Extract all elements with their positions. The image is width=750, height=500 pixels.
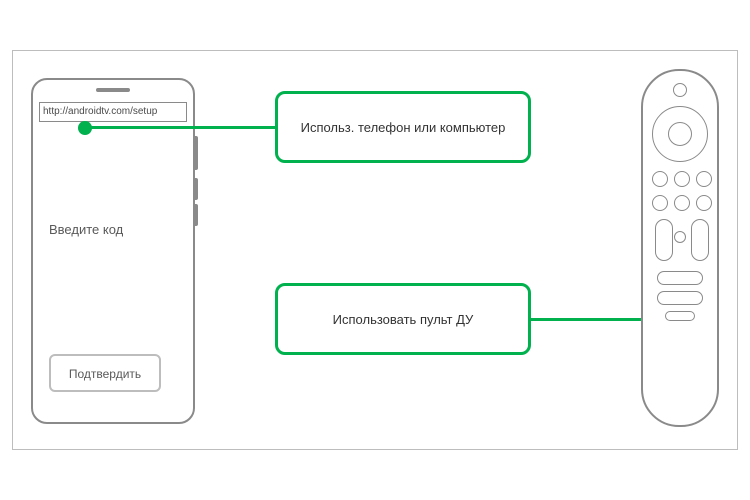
callout-label: Использовать пульт ДУ — [333, 312, 474, 327]
confirm-button[interactable]: Подтвердить — [49, 354, 161, 392]
remote-shortcut-button[interactable] — [657, 271, 703, 285]
remote-button[interactable] — [652, 195, 668, 211]
remote-button[interactable] — [674, 231, 686, 243]
remote-dpad-ok[interactable] — [668, 122, 692, 146]
callout-label: Использ. телефон или компьютер — [301, 120, 506, 135]
phone-volume-up — [193, 178, 198, 200]
url-bar[interactable]: http://androidtv.com/setup — [39, 102, 187, 122]
enter-code-prompt: Введите код — [49, 222, 123, 237]
diagram-frame: http://androidtv.com/setup Введите код П… — [12, 50, 738, 450]
remote-shortcut-button[interactable] — [657, 291, 703, 305]
connector-phone-dot — [78, 121, 92, 135]
remote-button[interactable] — [652, 171, 668, 187]
remote-button[interactable] — [696, 195, 712, 211]
remote-shortcut-button[interactable] — [665, 311, 695, 321]
remote-channel-rocker[interactable] — [691, 219, 709, 261]
connector-phone — [85, 126, 275, 129]
remote-power-button[interactable] — [673, 83, 687, 97]
phone-volume-down — [193, 204, 198, 226]
callout-use-phone-or-computer: Использ. телефон или компьютер — [275, 91, 531, 163]
remote-volume-rocker[interactable] — [655, 219, 673, 261]
phone-side-button — [193, 136, 198, 170]
phone-device: http://androidtv.com/setup Введите код П… — [31, 78, 195, 424]
remote-button[interactable] — [674, 195, 690, 211]
remote-control — [641, 69, 719, 427]
remote-button[interactable] — [674, 171, 690, 187]
callout-use-remote: Использовать пульт ДУ — [275, 283, 531, 355]
remote-button[interactable] — [696, 171, 712, 187]
